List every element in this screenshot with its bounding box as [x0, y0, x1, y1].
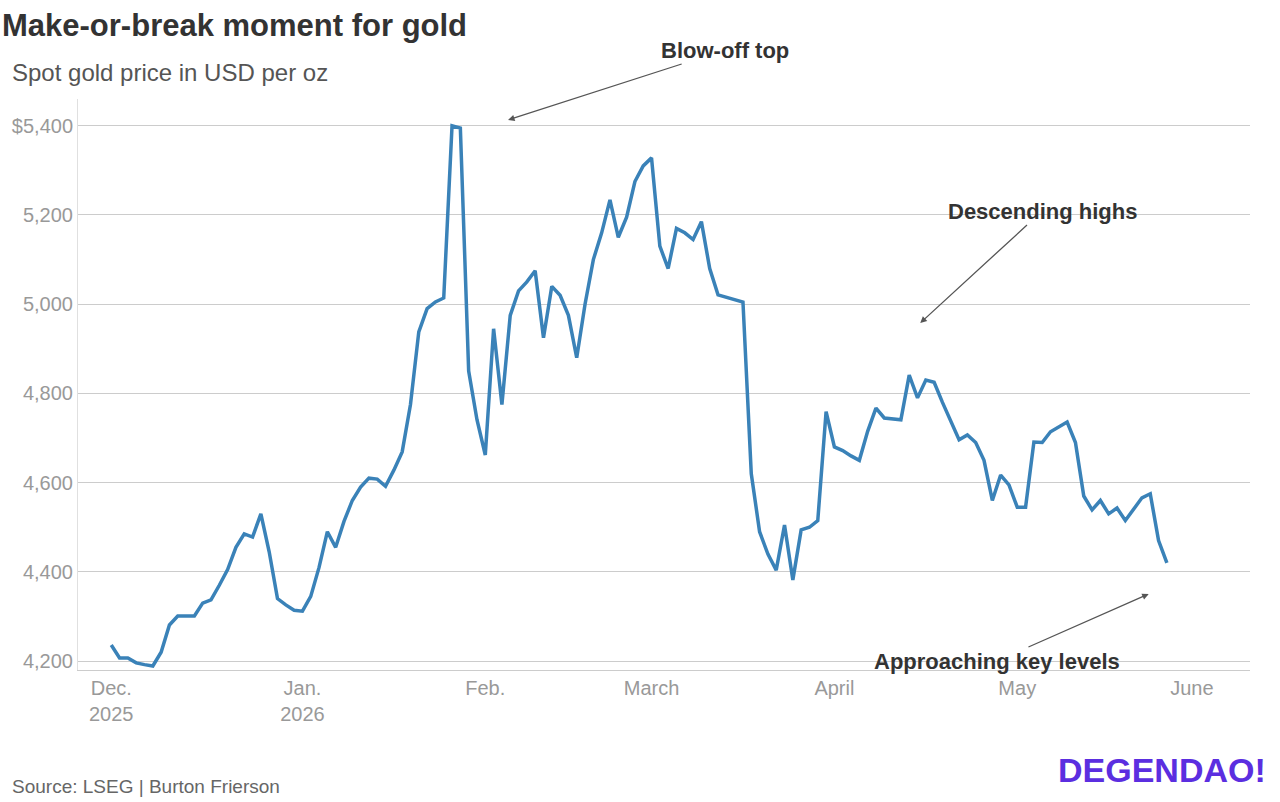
svg-text:Make-or-break moment for gold: Make-or-break moment for gold — [2, 8, 467, 43]
svg-text:Source: LSEG | Burton Frierson: Source: LSEG | Burton Frierson — [12, 776, 280, 797]
svg-text:5,000: 5,000 — [23, 293, 73, 315]
svg-text:June: June — [1170, 677, 1213, 699]
svg-text:Feb.: Feb. — [465, 677, 505, 699]
svg-text:4,800: 4,800 — [23, 382, 73, 404]
svg-text:Blow-off top: Blow-off top — [661, 38, 789, 63]
svg-text:4,600: 4,600 — [23, 472, 73, 494]
svg-text:May: May — [998, 677, 1036, 699]
svg-text:Spot gold price in USD per oz: Spot gold price in USD per oz — [12, 59, 328, 86]
svg-text:Descending highs: Descending highs — [948, 199, 1137, 224]
svg-text:Dec.2025: Dec.2025 — [89, 677, 134, 725]
svg-text:Jan.2026: Jan.2026 — [280, 677, 325, 725]
svg-text:5,200: 5,200 — [23, 204, 73, 226]
svg-text:DEGENDAO!: DEGENDAO! — [1058, 751, 1266, 789]
svg-text:4,200: 4,200 — [23, 650, 73, 672]
svg-text:4,400: 4,400 — [23, 561, 73, 583]
svg-text:April: April — [814, 677, 854, 699]
svg-text:Approaching key levels: Approaching key levels — [874, 649, 1120, 674]
svg-text:March: March — [624, 677, 680, 699]
svg-text:$5,400: $5,400 — [12, 115, 73, 137]
